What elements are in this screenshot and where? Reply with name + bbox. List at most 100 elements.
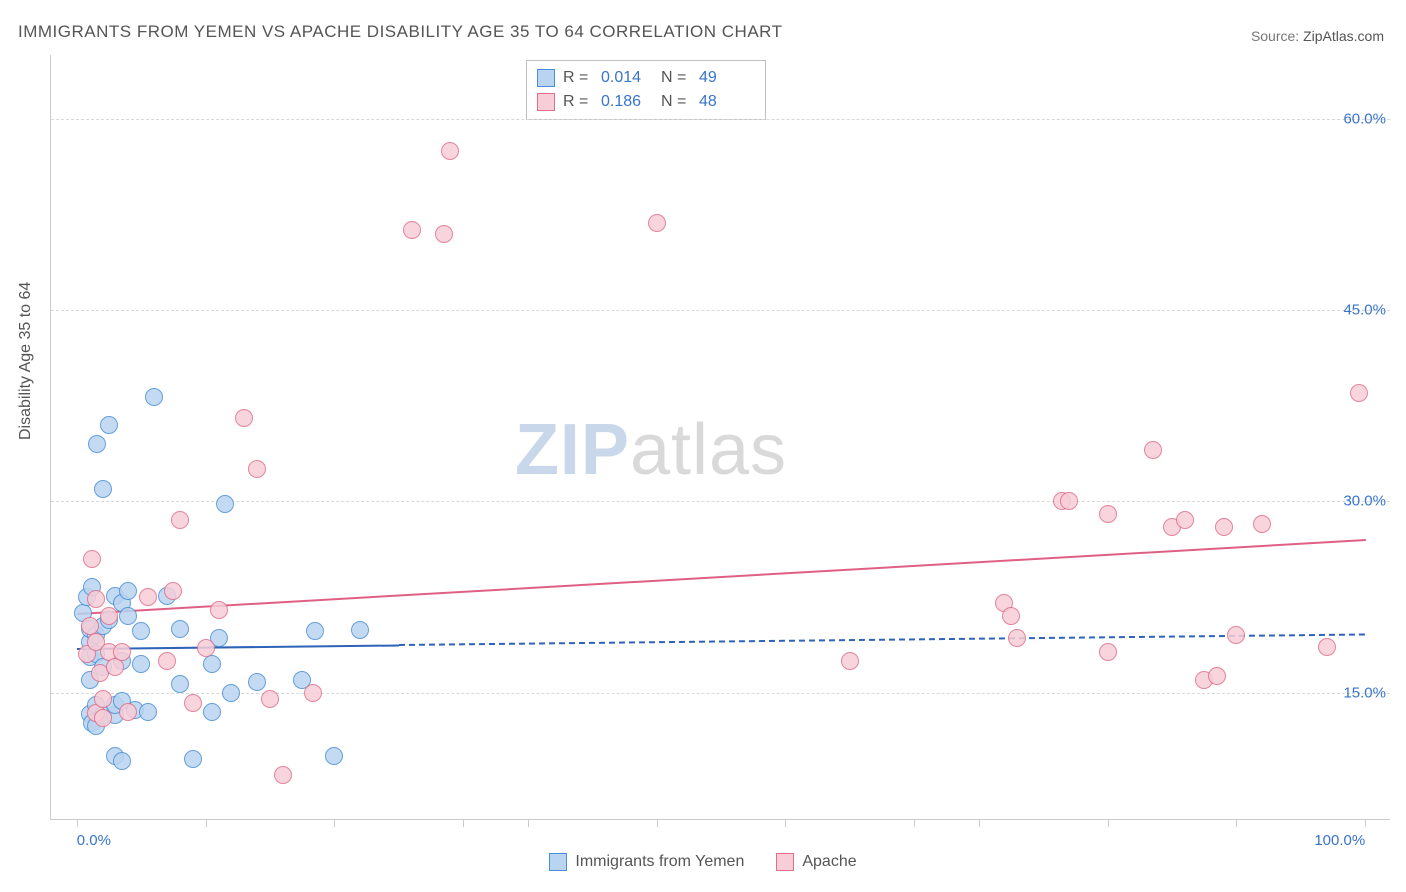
scatter-point (1253, 515, 1271, 533)
source-value: ZipAtlas.com (1303, 28, 1384, 44)
y-tick-label: 45.0% (1343, 302, 1386, 319)
scatter-point (325, 747, 343, 765)
legend-swatch (549, 853, 567, 871)
legend-swatch (537, 69, 555, 87)
x-tick (334, 819, 335, 827)
x-tick (77, 819, 78, 827)
legend-label: Immigrants from Yemen (575, 853, 744, 871)
x-tick (785, 819, 786, 827)
x-tick (1236, 819, 1237, 827)
scatter-point (306, 622, 324, 640)
scatter-point (94, 709, 112, 727)
legend-item: Apache (776, 853, 856, 871)
y-tick-label: 15.0% (1343, 684, 1386, 701)
scatter-point (113, 643, 131, 661)
scatter-point (1008, 629, 1026, 647)
x-tick (657, 819, 658, 827)
stat-n-value: 49 (699, 69, 751, 87)
scatter-point (119, 703, 137, 721)
gridline (51, 310, 1390, 311)
scatter-point (351, 621, 369, 639)
scatter-point (87, 590, 105, 608)
x-tick (1108, 819, 1109, 827)
watermark-atlas: atlas (630, 410, 787, 490)
scatter-point (210, 601, 228, 619)
scatter-point (1318, 638, 1336, 656)
scatter-point (1099, 643, 1117, 661)
stat-r-label: R = (563, 93, 593, 111)
scatter-point (441, 142, 459, 160)
source-label: Source: (1251, 28, 1303, 44)
watermark-zip: ZIP (515, 410, 630, 490)
gridline (51, 693, 1390, 694)
scatter-point (145, 388, 163, 406)
scatter-point (435, 225, 453, 243)
series-legend: Immigrants from Yemen Apache (0, 853, 1406, 876)
stats-row: R =0.186N =48 (537, 90, 751, 114)
y-tick-label: 30.0% (1343, 493, 1386, 510)
scatter-point (106, 658, 124, 676)
x-tick (979, 819, 980, 827)
legend-swatch (537, 93, 555, 111)
y-tick-label: 60.0% (1343, 110, 1386, 127)
x-tick-label: 0.0% (77, 832, 111, 849)
scatter-point (216, 495, 234, 513)
scatter-point (94, 480, 112, 498)
scatter-point (648, 214, 666, 232)
source-credit: Source: ZipAtlas.com (1251, 28, 1384, 44)
scatter-point (184, 750, 202, 768)
scatter-point (100, 416, 118, 434)
y-axis-label: Disability Age 35 to 64 (17, 282, 35, 440)
x-tick (463, 819, 464, 827)
scatter-point (171, 620, 189, 638)
scatter-point (1208, 667, 1226, 685)
scatter-point (197, 639, 215, 657)
scatter-point (1060, 492, 1078, 510)
chart-title: IMMIGRANTS FROM YEMEN VS APACHE DISABILI… (18, 22, 783, 42)
scatter-point (1227, 626, 1245, 644)
scatter-point (119, 607, 137, 625)
scatter-point (171, 675, 189, 693)
scatter-point (113, 752, 131, 770)
scatter-point (139, 703, 157, 721)
x-tick (1365, 819, 1366, 827)
scatter-point (119, 582, 137, 600)
trend-line (399, 634, 1365, 647)
scatter-point (1176, 511, 1194, 529)
scatter-plot-area: ZIPatlas R =0.014N =49R =0.186N =48 15.0… (50, 55, 1390, 820)
correlation-stats-box: R =0.014N =49R =0.186N =48 (526, 60, 766, 120)
scatter-point (261, 690, 279, 708)
stat-r-label: R = (563, 69, 593, 87)
scatter-point (222, 684, 240, 702)
scatter-point (203, 655, 221, 673)
gridline (51, 501, 1390, 502)
legend-label: Apache (802, 853, 856, 871)
stat-r-value: 0.186 (601, 93, 653, 111)
legend-swatch (776, 853, 794, 871)
scatter-point (1002, 607, 1020, 625)
scatter-point (139, 588, 157, 606)
scatter-point (164, 582, 182, 600)
scatter-point (1215, 518, 1233, 536)
gridline (51, 119, 1390, 120)
scatter-point (132, 655, 150, 673)
stat-n-label: N = (661, 93, 691, 111)
x-tick (528, 819, 529, 827)
stat-r-value: 0.014 (601, 69, 653, 87)
watermark: ZIPatlas (515, 409, 787, 491)
scatter-point (274, 766, 292, 784)
scatter-point (94, 690, 112, 708)
scatter-point (100, 607, 118, 625)
stats-row: R = 0.014 N = 49 (537, 66, 751, 90)
scatter-point (403, 221, 421, 239)
scatter-point (132, 622, 150, 640)
x-tick (914, 819, 915, 827)
scatter-point (248, 460, 266, 478)
legend-item: Immigrants from Yemen (549, 853, 744, 871)
stat-n-label: N = (661, 69, 691, 87)
scatter-point (158, 652, 176, 670)
scatter-point (203, 703, 221, 721)
scatter-point (1144, 441, 1162, 459)
scatter-point (248, 673, 266, 691)
scatter-point (841, 652, 859, 670)
